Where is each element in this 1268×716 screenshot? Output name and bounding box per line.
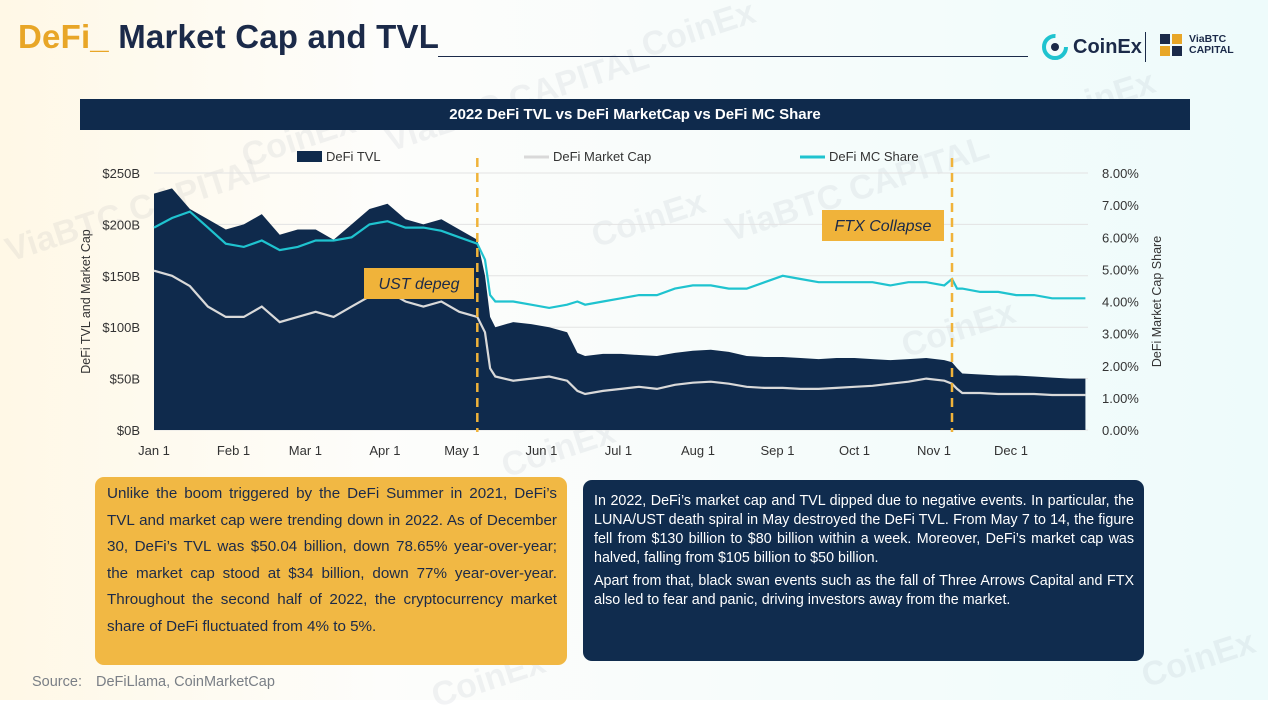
viabtc-logo-line2: CAPITAL — [1189, 44, 1234, 56]
title-underline — [438, 56, 1028, 57]
x-tick-label: Apr 1 — [369, 443, 400, 458]
viabtc-logo: ViaBTC CAPITAL — [1158, 32, 1234, 58]
y-right-tick-label: 0.00% — [1102, 423, 1139, 438]
logo-divider — [1145, 32, 1146, 62]
y-tick-label: $250B — [102, 166, 140, 181]
x-tick-label: Nov 1 — [917, 443, 951, 458]
y-tick-label: $100B — [102, 320, 140, 335]
chart-title: 2022 DeFi TVL vs DeFi MarketCap vs DeFi … — [80, 99, 1190, 130]
x-tick-label: Aug 1 — [681, 443, 715, 458]
y-right-axis-label: DeFi Market Cap Share — [1150, 236, 1164, 367]
x-tick-label: Mar 1 — [289, 443, 322, 458]
tvl-marketcap-chart: $0B $50B $100B $150B $200B $250B 0.00% 1.00% 2.0… — [79, 149, 1164, 458]
y-axis-label: DeFi TVL and Market Cap — [79, 229, 93, 374]
legend-swatch-tvl — [297, 151, 322, 162]
y-right-tick-label: 7.00% — [1102, 198, 1139, 213]
analysis-paragraph-2: Apart from that, black swan events such … — [594, 572, 1134, 608]
source-note: Source: DeFiLlama, CoinMarketCap — [32, 674, 275, 690]
y-tick-label: $50B — [110, 372, 140, 387]
y-right-tick-label: 8.00% — [1102, 166, 1139, 181]
y-tick-label: $0B — [117, 423, 140, 438]
summary-text: Unlike the boom triggered by the DeFi Su… — [107, 485, 557, 635]
event-label-box — [364, 268, 474, 299]
y-right-tick-label: 5.00% — [1102, 262, 1139, 277]
analysis-paragraph-1: In 2022, DeFi’s market cap and TVL dippe… — [594, 493, 1134, 566]
x-tick-label: Dec 1 — [994, 443, 1028, 458]
event-label: FTX Collapse — [835, 218, 932, 235]
y-right-tick-label: 1.00% — [1102, 391, 1139, 406]
legend-label-marketcap: DeFi Market Cap — [553, 149, 651, 164]
analysis-box: In 2022, DeFi’s market cap and TVL dippe… — [583, 480, 1144, 661]
series-tvl-area — [154, 188, 1086, 430]
y-right-tick-label: 3.00% — [1102, 327, 1139, 342]
viabtc-logo-line1: ViaBTC — [1189, 33, 1227, 45]
page-title-main: Market Cap and TVL — [108, 18, 440, 55]
coinex-logo: CoinEx — [1042, 33, 1142, 61]
x-tick-label: Jan 1 — [138, 443, 170, 458]
page-title-accent: DeFi_ — [18, 18, 109, 55]
coinex-logo-text: CoinEx — [1073, 35, 1142, 58]
coinex-icon — [1042, 34, 1068, 60]
x-tick-label: Jun 1 — [526, 443, 558, 458]
series-mcshare-line — [153, 210, 1086, 310]
y-right-tick-label: 6.00% — [1102, 230, 1139, 245]
summary-box: Unlike the boom triggered by the DeFi Su… — [95, 477, 567, 665]
x-tick-label: Oct 1 — [839, 443, 870, 458]
legend-label-tvl: DeFi TVL — [326, 149, 381, 164]
legend-label-mcshare: DeFi MC Share — [829, 149, 919, 164]
series-marketcap-line — [153, 269, 1086, 397]
x-tick-label: Feb 1 — [217, 443, 250, 458]
x-tick-label: Sep 1 — [761, 443, 795, 458]
y-tick-label: $200B — [102, 217, 140, 232]
viabtc-icon — [1160, 34, 1182, 56]
source-text: DeFiLlama, CoinMarketCap — [95, 674, 275, 690]
y-right-tick-label: 4.00% — [1102, 295, 1139, 310]
page-title: DeFi_ Market Cap and TVL — [18, 18, 439, 56]
source-label: Source: — [32, 674, 82, 690]
y-tick-label: $150B — [102, 269, 140, 284]
event-label-box — [822, 210, 944, 241]
event-label: UST depeg — [379, 276, 460, 293]
x-tick-label: May 1 — [444, 443, 479, 458]
x-tick-label: Jul 1 — [605, 443, 632, 458]
y-right-tick-label: 2.00% — [1102, 359, 1139, 374]
